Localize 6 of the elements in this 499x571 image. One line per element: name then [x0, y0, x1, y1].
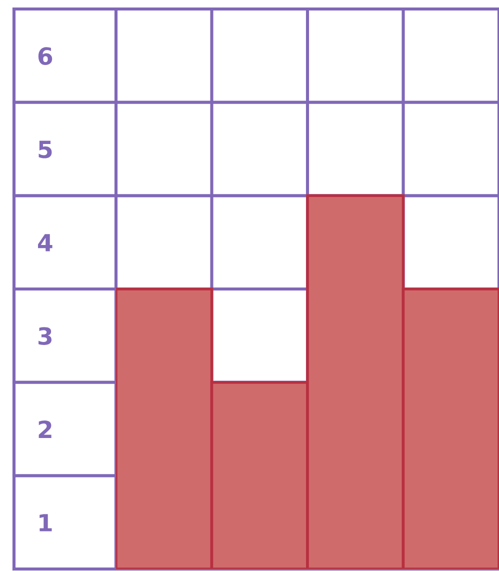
y-tick-label: 2 [38, 420, 52, 438]
y-tick-label: 5 [38, 140, 52, 158]
y-tick-label: 6 [38, 47, 52, 65]
y-tick-label: 3 [38, 327, 52, 345]
y-tick-label: 4 [38, 234, 52, 252]
y-tick-label: 1 [40, 514, 52, 532]
